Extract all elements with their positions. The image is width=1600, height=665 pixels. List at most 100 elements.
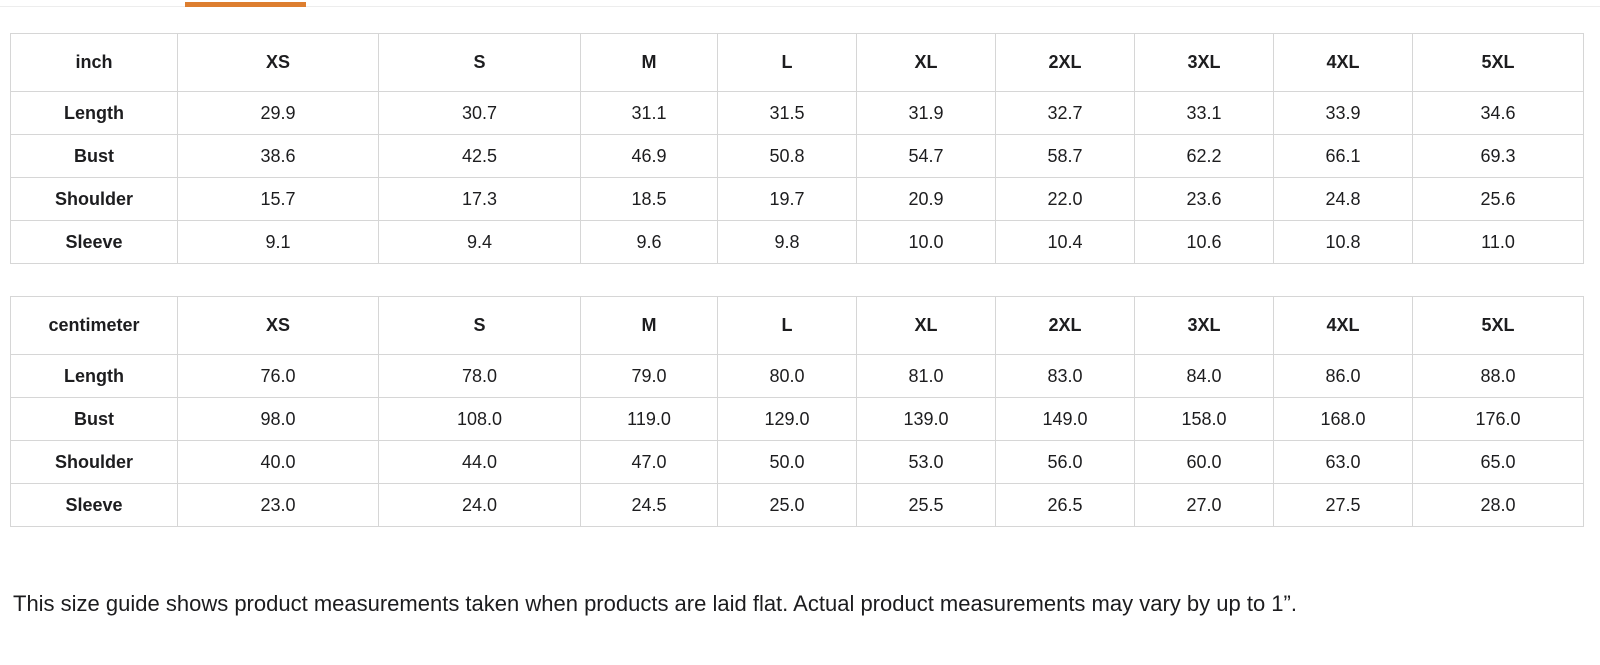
value-cell: 158.0 (1134, 397, 1274, 441)
value-cell: 9.6 (580, 220, 718, 264)
value-cell: 9.4 (378, 220, 581, 264)
size-header-cell: 2XL (995, 296, 1135, 355)
value-cell: 50.0 (717, 440, 857, 484)
value-cell: 31.1 (580, 91, 718, 135)
size-header-cell: S (378, 296, 581, 355)
value-cell: 168.0 (1273, 397, 1413, 441)
value-cell: 83.0 (995, 354, 1135, 398)
value-cell: 9.8 (717, 220, 857, 264)
table-header-row: centimeter XS S M L XL 2XL 3XL 4XL 5XL (10, 296, 1584, 355)
value-cell: 34.6 (1412, 91, 1584, 135)
value-cell: 88.0 (1412, 354, 1584, 398)
value-cell: 31.9 (856, 91, 996, 135)
table-row-sleeve: Sleeve 23.0 24.0 24.5 25.0 25.5 26.5 27.… (10, 483, 1584, 527)
value-cell: 18.5 (580, 177, 718, 221)
value-cell: 44.0 (378, 440, 581, 484)
value-cell: 58.7 (995, 134, 1135, 178)
value-cell: 26.5 (995, 483, 1135, 527)
table-row-shoulder: Shoulder 40.0 44.0 47.0 50.0 53.0 56.0 6… (10, 440, 1584, 484)
value-cell: 27.0 (1134, 483, 1274, 527)
value-cell: 62.2 (1134, 134, 1274, 178)
value-cell: 50.8 (717, 134, 857, 178)
table-header-row: inch XS S M L XL 2XL 3XL 4XL 5XL (10, 33, 1584, 92)
value-cell: 81.0 (856, 354, 996, 398)
value-cell: 17.3 (378, 177, 581, 221)
size-header-cell: 3XL (1134, 33, 1274, 92)
size-header-cell: 2XL (995, 33, 1135, 92)
value-cell: 79.0 (580, 354, 718, 398)
row-label-cell: Shoulder (10, 440, 178, 484)
value-cell: 98.0 (177, 397, 379, 441)
table-row-bust: Bust 38.6 42.5 46.9 50.8 54.7 58.7 62.2 … (10, 134, 1584, 178)
size-table-inch: inch XS S M L XL 2XL 3XL 4XL 5XL Length … (10, 33, 1584, 264)
value-cell: 10.6 (1134, 220, 1274, 264)
row-label-cell: Shoulder (10, 177, 178, 221)
value-cell: 84.0 (1134, 354, 1274, 398)
value-cell: 10.4 (995, 220, 1135, 264)
value-cell: 32.7 (995, 91, 1135, 135)
value-cell: 40.0 (177, 440, 379, 484)
size-header-cell: 4XL (1273, 33, 1413, 92)
row-label-cell: Length (10, 354, 178, 398)
value-cell: 86.0 (1273, 354, 1413, 398)
value-cell: 56.0 (995, 440, 1135, 484)
value-cell: 108.0 (378, 397, 581, 441)
value-cell: 119.0 (580, 397, 718, 441)
value-cell: 23.0 (177, 483, 379, 527)
size-header-cell: M (580, 296, 718, 355)
unit-header-cell: inch (10, 33, 178, 92)
value-cell: 60.0 (1134, 440, 1274, 484)
value-cell: 9.1 (177, 220, 379, 264)
value-cell: 129.0 (717, 397, 857, 441)
table-row-shoulder: Shoulder 15.7 17.3 18.5 19.7 20.9 22.0 2… (10, 177, 1584, 221)
size-header-cell: L (717, 33, 857, 92)
value-cell: 27.5 (1273, 483, 1413, 527)
value-cell: 65.0 (1412, 440, 1584, 484)
row-label-cell: Sleeve (10, 220, 178, 264)
row-label-cell: Sleeve (10, 483, 178, 527)
size-header-cell: L (717, 296, 857, 355)
value-cell: 63.0 (1273, 440, 1413, 484)
size-header-cell: 3XL (1134, 296, 1274, 355)
value-cell: 47.0 (580, 440, 718, 484)
value-cell: 20.9 (856, 177, 996, 221)
value-cell: 139.0 (856, 397, 996, 441)
unit-header-cell: centimeter (10, 296, 178, 355)
value-cell: 15.7 (177, 177, 379, 221)
value-cell: 76.0 (177, 354, 379, 398)
size-header-cell: XL (856, 33, 996, 92)
active-tab-indicator[interactable] (185, 2, 306, 7)
value-cell: 54.7 (856, 134, 996, 178)
value-cell: 25.5 (856, 483, 996, 527)
value-cell: 10.0 (856, 220, 996, 264)
value-cell: 31.5 (717, 91, 857, 135)
table-row-length: Length 76.0 78.0 79.0 80.0 81.0 83.0 84.… (10, 354, 1584, 398)
tab-bar (0, 0, 1600, 7)
size-header-cell: 5XL (1412, 296, 1584, 355)
value-cell: 19.7 (717, 177, 857, 221)
value-cell: 176.0 (1412, 397, 1584, 441)
table-row-bust: Bust 98.0 108.0 119.0 129.0 139.0 149.0 … (10, 397, 1584, 441)
size-header-cell: XS (177, 33, 379, 92)
value-cell: 42.5 (378, 134, 581, 178)
value-cell: 30.7 (378, 91, 581, 135)
row-label-cell: Length (10, 91, 178, 135)
size-header-cell: 4XL (1273, 296, 1413, 355)
value-cell: 80.0 (717, 354, 857, 398)
size-header-cell: XL (856, 296, 996, 355)
value-cell: 25.0 (717, 483, 857, 527)
table-row-sleeve: Sleeve 9.1 9.4 9.6 9.8 10.0 10.4 10.6 10… (10, 220, 1584, 264)
value-cell: 33.9 (1273, 91, 1413, 135)
value-cell: 24.5 (580, 483, 718, 527)
row-label-cell: Bust (10, 397, 178, 441)
size-header-cell: S (378, 33, 581, 92)
value-cell: 28.0 (1412, 483, 1584, 527)
row-label-cell: Bust (10, 134, 178, 178)
table-row-length: Length 29.9 30.7 31.1 31.5 31.9 32.7 33.… (10, 91, 1584, 135)
value-cell: 29.9 (177, 91, 379, 135)
size-header-cell: M (580, 33, 718, 92)
value-cell: 10.8 (1273, 220, 1413, 264)
value-cell: 23.6 (1134, 177, 1274, 221)
value-cell: 11.0 (1412, 220, 1584, 264)
value-cell: 53.0 (856, 440, 996, 484)
